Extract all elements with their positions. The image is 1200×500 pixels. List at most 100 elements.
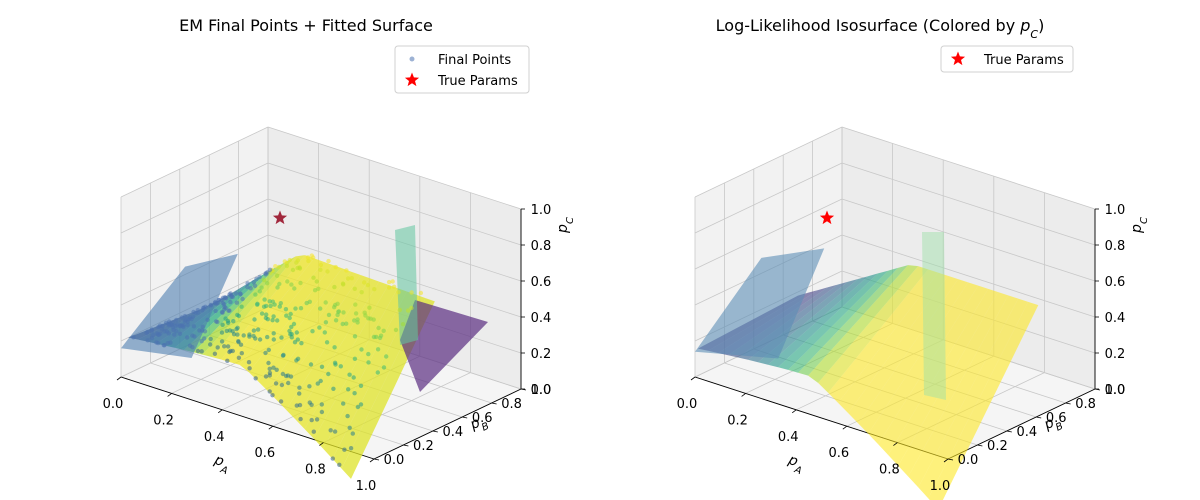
final-point: [195, 348, 201, 354]
final-point: [348, 446, 354, 451]
final-point: [359, 290, 364, 295]
final-point: [266, 360, 271, 366]
final-point: [273, 264, 278, 269]
final-points: [131, 253, 424, 467]
final-point: [220, 322, 225, 327]
chart-title: EM Final Points + Fitted Surface: [179, 16, 433, 35]
final-point: [257, 337, 263, 342]
final-point: [362, 310, 367, 315]
final-point: [279, 335, 284, 340]
final-point: [236, 313, 242, 319]
final-point: [159, 327, 165, 332]
x-tick: [369, 458, 375, 463]
final-point: [257, 289, 262, 294]
surface-curtain: [395, 225, 418, 345]
x-tick: [842, 425, 848, 430]
final-point: [193, 310, 198, 316]
legend-marker-final-points: [409, 56, 415, 62]
final-point: [199, 339, 204, 344]
x-tick-label: 0.4: [778, 430, 799, 445]
final-point: [309, 417, 314, 423]
y-tick-label: 0.0: [384, 453, 405, 468]
final-point: [352, 391, 357, 396]
final-point: [350, 431, 355, 436]
final-point: [292, 340, 298, 345]
surface-curtain: [922, 232, 946, 400]
final-point: [277, 281, 282, 287]
final-point: [353, 311, 359, 316]
final-point: [187, 315, 192, 320]
final-point: [228, 299, 233, 305]
final-point: [163, 320, 169, 325]
final-point: [275, 285, 280, 290]
final-point: [289, 282, 294, 287]
final-point: [281, 352, 286, 358]
final-point: [239, 304, 244, 309]
final-point: [378, 333, 384, 338]
y-tick: [373, 458, 380, 461]
surface-strip: [304, 284, 398, 439]
surface-flap: [695, 248, 825, 359]
surface-strip: [818, 266, 929, 393]
final-point: [271, 314, 276, 319]
final-point: [261, 277, 267, 283]
final-point: [231, 319, 236, 324]
final-point: [337, 462, 342, 467]
final-point: [190, 314, 196, 319]
final-point: [166, 331, 171, 336]
final-point: [238, 342, 244, 347]
final-point: [319, 364, 325, 369]
final-point: [391, 284, 397, 289]
final-point: [310, 329, 315, 334]
final-point: [324, 340, 330, 345]
final-point: [335, 312, 340, 318]
final-point: [306, 258, 311, 264]
legend-label: Final Points: [438, 53, 511, 68]
surface-strip: [878, 285, 989, 455]
final-point: [219, 310, 225, 315]
final-point: [297, 266, 303, 271]
y-tick: [403, 444, 409, 447]
final-point: [208, 303, 213, 308]
surface-strip: [928, 301, 1039, 500]
final-point: [251, 280, 256, 285]
final-point: [311, 429, 316, 434]
final-point: [277, 304, 282, 309]
final-point: [352, 334, 358, 339]
final-point: [375, 370, 380, 375]
z-tick-label: 1.0: [1105, 203, 1126, 218]
final-point: [291, 321, 297, 327]
final-point: [325, 269, 330, 274]
final-point: [418, 290, 424, 296]
final-point: [276, 264, 282, 270]
x-tick: [319, 442, 324, 446]
z-tick-label: 0.6: [531, 275, 552, 290]
final-point: [396, 290, 401, 295]
final-point: [293, 306, 298, 311]
final-point: [355, 404, 361, 410]
final-point: [185, 322, 190, 328]
final-point: [295, 356, 301, 361]
final-point: [197, 328, 202, 333]
x-tick-label: 0.6: [254, 446, 275, 461]
final-point: [309, 402, 314, 407]
final-point: [409, 290, 414, 295]
final-point: [267, 370, 273, 376]
final-point: [393, 327, 399, 333]
final-point: [162, 343, 167, 348]
final-point: [355, 320, 360, 325]
final-point: [145, 329, 150, 334]
y-tick-label: 0.6: [472, 411, 493, 426]
x-tick: [741, 393, 746, 397]
final-point: [318, 306, 323, 311]
final-point: [362, 280, 367, 285]
final-point: [192, 334, 197, 339]
x-tick: [167, 393, 172, 397]
legend: True Params: [940, 45, 1074, 73]
x-tick-label: 0.8: [305, 463, 326, 478]
x-tick-label: 1.0: [930, 479, 951, 494]
final-point: [318, 267, 323, 272]
final-point: [314, 417, 320, 422]
final-point: [368, 316, 373, 321]
final-point: [174, 329, 179, 334]
